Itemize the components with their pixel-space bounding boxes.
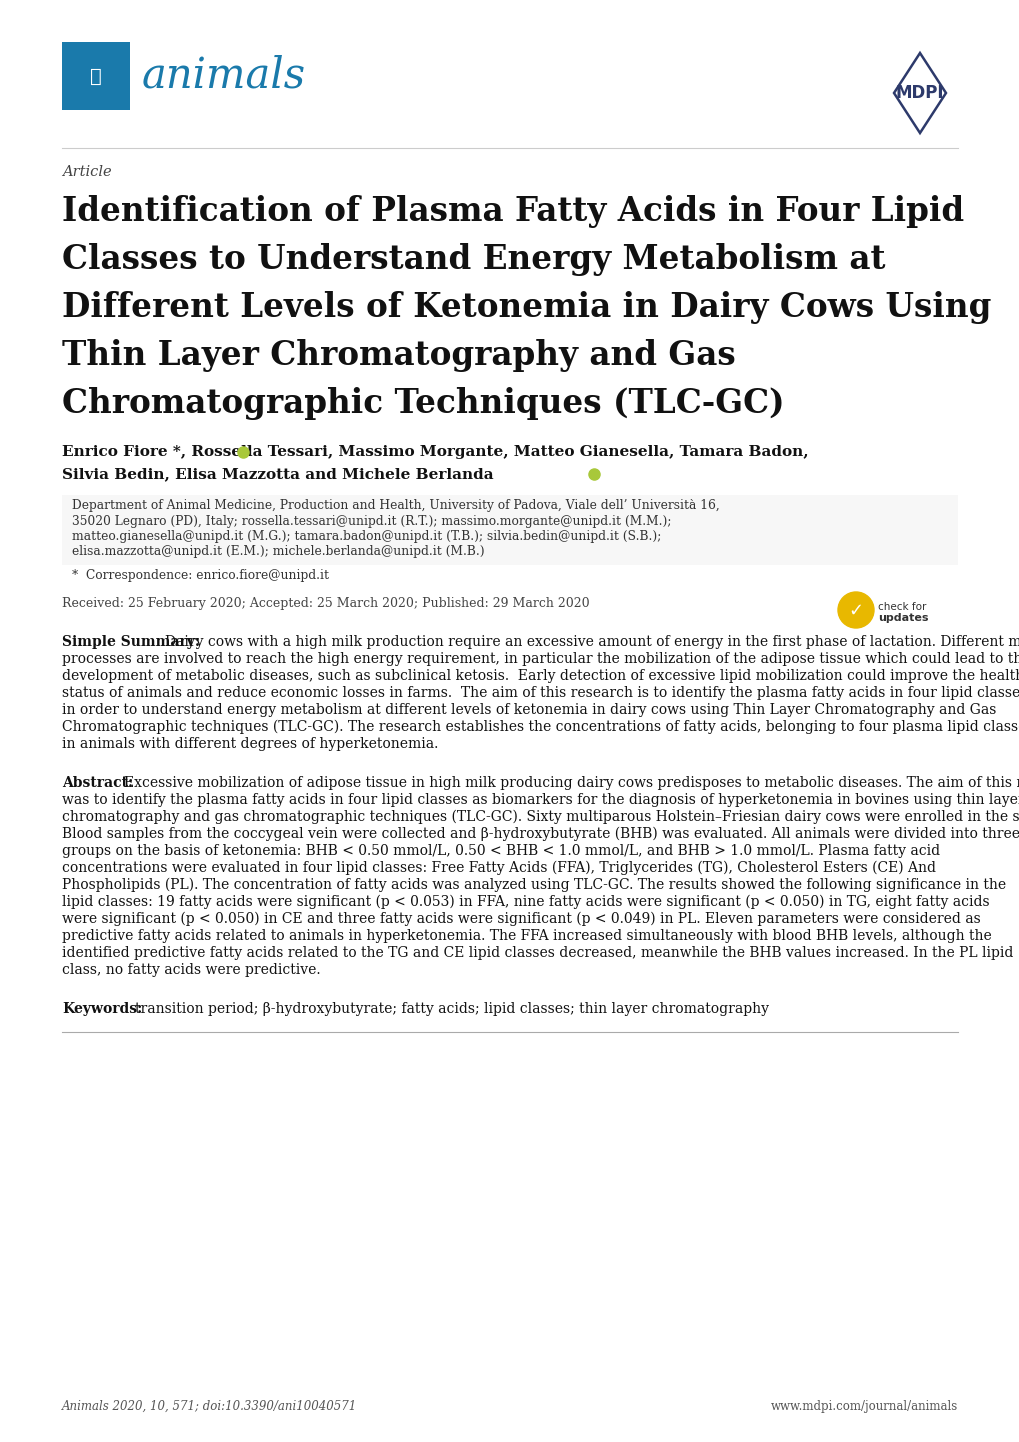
Text: status of animals and reduce economic losses in farms.  The aim of this research: status of animals and reduce economic lo… <box>62 686 1019 699</box>
Text: Different Levels of Ketonemia in Dairy Cows Using: Different Levels of Ketonemia in Dairy C… <box>62 291 990 324</box>
Text: Abstract:: Abstract: <box>62 776 133 790</box>
Text: concentrations were evaluated in four lipid classes: Free Fatty Acids (FFA), Tri: concentrations were evaluated in four li… <box>62 861 935 875</box>
Text: Identification of Plasma Fatty Acids in Four Lipid: Identification of Plasma Fatty Acids in … <box>62 195 963 228</box>
Text: Blood samples from the coccygeal vein were collected and β-hydroxybutyrate (BHB): Blood samples from the coccygeal vein we… <box>62 828 1019 841</box>
FancyBboxPatch shape <box>62 42 129 110</box>
Text: Excessive mobilization of adipose tissue in high milk producing dairy cows predi: Excessive mobilization of adipose tissue… <box>124 776 1019 790</box>
Text: processes are involved to reach the high energy requirement, in particular the m: processes are involved to reach the high… <box>62 652 1019 666</box>
Text: ✓: ✓ <box>848 601 863 620</box>
Text: was to identify the plasma fatty acids in four lipid classes as biomarkers for t: was to identify the plasma fatty acids i… <box>62 793 1019 808</box>
Text: Silvia Bedin, Elisa Mazzotta and Michele Berlanda: Silvia Bedin, Elisa Mazzotta and Michele… <box>62 467 493 482</box>
Text: transition period; β-hydroxybutyrate; fatty acids; lipid classes; thin layer chr: transition period; β-hydroxybutyrate; fa… <box>135 1002 768 1017</box>
Text: 🐾: 🐾 <box>90 66 102 85</box>
Text: elisa.mazzotta@unipd.it (E.M.); michele.berlanda@unipd.it (M.B.): elisa.mazzotta@unipd.it (E.M.); michele.… <box>72 545 484 558</box>
Text: development of metabolic diseases, such as subclinical ketosis.  Early detection: development of metabolic diseases, such … <box>62 669 1019 684</box>
Text: 35020 Legnaro (PD), Italy; rossella.tessari@unipd.it (R.T.); massimo.morgante@un: 35020 Legnaro (PD), Italy; rossella.tess… <box>72 515 671 528</box>
Text: Chromatographic Techniques (TLC-GC): Chromatographic Techniques (TLC-GC) <box>62 386 784 420</box>
Text: were significant (p < 0.050) in CE and three fatty acids were significant (p < 0: were significant (p < 0.050) in CE and t… <box>62 911 980 926</box>
Text: MDPI: MDPI <box>895 84 944 102</box>
Text: matteo.gianesella@unipd.it (M.G.); tamara.badon@unipd.it (T.B.); silvia.bedin@un: matteo.gianesella@unipd.it (M.G.); tamar… <box>72 531 660 544</box>
Text: in order to understand energy metabolism at different levels of ketonemia in dai: in order to understand energy metabolism… <box>62 704 996 717</box>
Circle shape <box>838 593 873 629</box>
Text: animals: animals <box>142 55 306 97</box>
Text: Simple Summary:: Simple Summary: <box>62 634 200 649</box>
Text: updates: updates <box>877 613 927 623</box>
Text: identified predictive fatty acids related to the TG and CE lipid classes decreas: identified predictive fatty acids relate… <box>62 946 1013 960</box>
Text: *  Correspondence: enrico.fiore@unipd.it: * Correspondence: enrico.fiore@unipd.it <box>72 570 329 583</box>
Text: Article: Article <box>62 164 111 179</box>
Text: lipid classes: 19 fatty acids were significant (p < 0.053) in FFA, nine fatty ac: lipid classes: 19 fatty acids were signi… <box>62 895 988 910</box>
Text: Keywords:: Keywords: <box>62 1002 142 1017</box>
Text: chromatography and gas chromatographic techniques (TLC-GC). Sixty multiparous Ho: chromatography and gas chromatographic t… <box>62 810 1019 825</box>
Text: check for: check for <box>877 601 925 611</box>
Text: Animals 2020, 10, 571; doi:10.3390/ani10040571: Animals 2020, 10, 571; doi:10.3390/ani10… <box>62 1400 357 1413</box>
Text: Received: 25 February 2020; Accepted: 25 March 2020; Published: 29 March 2020: Received: 25 February 2020; Accepted: 25… <box>62 597 589 610</box>
Text: groups on the basis of ketonemia: BHB < 0.50 mmol/L, 0.50 < BHB < 1.0 mmol/L, an: groups on the basis of ketonemia: BHB < … <box>62 844 940 858</box>
Text: Dairy cows with a high milk production require an excessive amount of energy in : Dairy cows with a high milk production r… <box>165 634 1019 649</box>
Text: Chromatographic techniques (TLC-GC). The research establishes the concentrations: Chromatographic techniques (TLC-GC). The… <box>62 720 1019 734</box>
Text: www.mdpi.com/journal/animals: www.mdpi.com/journal/animals <box>770 1400 957 1413</box>
Text: Enrico Fiore *, Rossella Tessari, Massimo Morgante, Matteo Gianesella, Tamara Ba: Enrico Fiore *, Rossella Tessari, Massim… <box>62 446 808 459</box>
Text: class, no fatty acids were predictive.: class, no fatty acids were predictive. <box>62 963 320 978</box>
Text: in animals with different degrees of hyperketonemia.: in animals with different degrees of hyp… <box>62 737 438 751</box>
Text: Classes to Understand Energy Metabolism at: Classes to Understand Energy Metabolism … <box>62 244 884 275</box>
Text: predictive fatty acids related to animals in hyperketonemia. The FFA increased s: predictive fatty acids related to animal… <box>62 929 990 943</box>
Text: Phospholipids (PL). The concentration of fatty acids was analyzed using TLC-GC. : Phospholipids (PL). The concentration of… <box>62 878 1005 893</box>
Text: Thin Layer Chromatography and Gas: Thin Layer Chromatography and Gas <box>62 339 735 372</box>
Text: Department of Animal Medicine, Production and Health, University of Padova, Vial: Department of Animal Medicine, Productio… <box>72 499 719 512</box>
FancyBboxPatch shape <box>62 495 957 565</box>
